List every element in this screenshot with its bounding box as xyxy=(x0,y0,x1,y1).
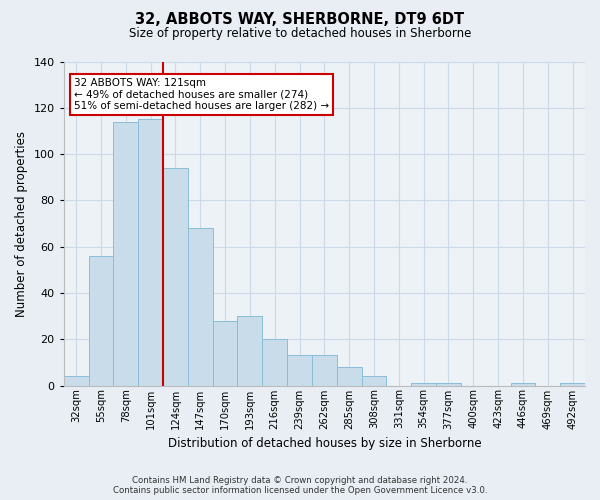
Bar xyxy=(287,356,312,386)
Bar xyxy=(238,316,262,386)
X-axis label: Distribution of detached houses by size in Sherborne: Distribution of detached houses by size … xyxy=(167,437,481,450)
Bar xyxy=(64,376,89,386)
Bar xyxy=(89,256,113,386)
Text: 32 ABBOTS WAY: 121sqm
← 49% of detached houses are smaller (274)
51% of semi-det: 32 ABBOTS WAY: 121sqm ← 49% of detached … xyxy=(74,78,329,111)
Bar xyxy=(262,339,287,386)
Bar xyxy=(411,383,436,386)
Bar xyxy=(560,383,585,386)
Text: Size of property relative to detached houses in Sherborne: Size of property relative to detached ho… xyxy=(129,28,471,40)
Bar xyxy=(188,228,212,386)
Y-axis label: Number of detached properties: Number of detached properties xyxy=(15,130,28,316)
Bar xyxy=(511,383,535,386)
Bar xyxy=(436,383,461,386)
Bar xyxy=(337,367,362,386)
Bar xyxy=(312,356,337,386)
Text: Contains HM Land Registry data © Crown copyright and database right 2024.
Contai: Contains HM Land Registry data © Crown c… xyxy=(113,476,487,495)
Bar xyxy=(163,168,188,386)
Bar xyxy=(113,122,138,386)
Text: 32, ABBOTS WAY, SHERBORNE, DT9 6DT: 32, ABBOTS WAY, SHERBORNE, DT9 6DT xyxy=(136,12,464,28)
Bar xyxy=(362,376,386,386)
Bar xyxy=(138,120,163,386)
Bar xyxy=(212,320,238,386)
